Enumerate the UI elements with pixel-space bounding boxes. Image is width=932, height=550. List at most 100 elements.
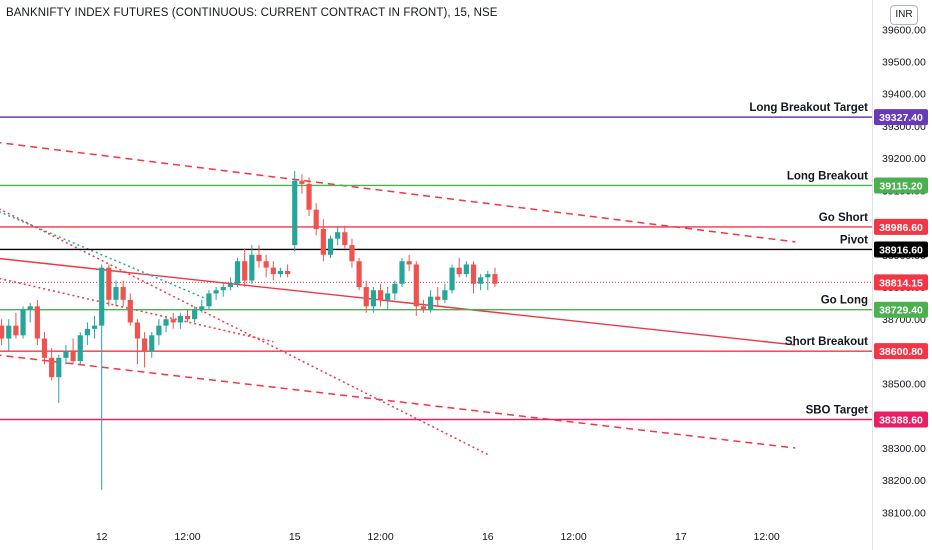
candle-body-24 xyxy=(170,319,176,323)
last-price-tag-bg xyxy=(874,274,928,291)
trendlines-layer xyxy=(0,141,796,456)
candle-body-43 xyxy=(306,183,312,210)
candle-body-67 xyxy=(478,277,484,284)
candle-body-32 xyxy=(227,283,233,287)
candle-body-47 xyxy=(335,232,341,239)
level-label-0: Long Breakout Target xyxy=(749,102,868,114)
candle-body-62 xyxy=(442,290,448,300)
level-price-tag-1: 39115.20 xyxy=(879,180,922,192)
candle-body-12 xyxy=(84,328,90,336)
level-price-tag-4: 38729.40 xyxy=(879,305,923,317)
candle-body-52 xyxy=(370,290,376,307)
candles-layer xyxy=(0,171,498,490)
candle-body-7 xyxy=(49,357,55,378)
candle-body-40 xyxy=(285,270,291,275)
trendline-3 xyxy=(0,211,210,301)
candle-body-18 xyxy=(127,299,133,323)
y-tick-label: 38300.00 xyxy=(882,443,926,455)
candle-body-59 xyxy=(420,306,427,310)
level-price-tag-2-bg xyxy=(874,218,928,235)
level-label-5: Short Breakout xyxy=(785,336,868,348)
candle-body-11 xyxy=(77,335,83,362)
candle-body-48 xyxy=(342,232,348,246)
candle-body-68 xyxy=(485,274,491,278)
y-tick-label: 39600.00 xyxy=(882,24,926,36)
x-tick-label: 12 xyxy=(96,531,108,543)
candle-body-6 xyxy=(41,338,48,358)
candle-body-55 xyxy=(392,283,398,294)
candle-body-41 xyxy=(292,180,298,246)
candle-body-30 xyxy=(213,290,219,294)
candle-body-21 xyxy=(149,335,155,352)
trendline-5 xyxy=(0,354,796,449)
x-tick-label: 12:00 xyxy=(560,531,586,543)
level-price-tag-3-bg xyxy=(874,241,928,258)
candle-body-53 xyxy=(377,290,384,300)
candle-body-56 xyxy=(399,261,405,284)
x-tick-label: 12:00 xyxy=(367,531,393,543)
candle-body-38 xyxy=(270,267,276,275)
level-price-tag-5: 38600.80 xyxy=(879,346,923,358)
candle-body-45 xyxy=(320,229,326,255)
candle-body-36 xyxy=(256,254,262,262)
level-price-tag-0: 39327.40 xyxy=(879,112,923,124)
candle-body-8 xyxy=(56,357,62,378)
candle-body-33 xyxy=(234,261,241,284)
level-label-6: SBO Target xyxy=(806,405,869,417)
candle-body-29 xyxy=(206,293,212,307)
y-tick-label: 38200.00 xyxy=(882,475,926,487)
candle-body-64 xyxy=(456,267,462,275)
level-label-2: Go Short xyxy=(819,212,868,224)
candle-body-65 xyxy=(463,264,469,275)
y-tick-label: 39500.00 xyxy=(882,57,926,69)
candle-body-51 xyxy=(363,286,369,307)
candle-body-50 xyxy=(356,261,362,287)
level-label-3: Pivot xyxy=(840,234,868,246)
candle-body-69 xyxy=(492,274,498,284)
candle-body-1 xyxy=(6,325,12,339)
candle-body-15 xyxy=(106,267,112,300)
level-price-tag-1-bg xyxy=(874,177,928,194)
currency-button[interactable]: INR xyxy=(890,5,918,25)
candle-body-27 xyxy=(192,309,198,320)
candle-body-46 xyxy=(327,238,334,255)
x-tick-label: 15 xyxy=(289,531,301,543)
price-axis-divider xyxy=(872,0,873,550)
x-tick-label: 17 xyxy=(675,531,687,543)
time-axis[interactable]: 12 12:00 15 12:00 16 12:00 17 12:00 xyxy=(96,531,780,543)
level-price-tag-6: 38388.60 xyxy=(879,415,923,427)
level-price-tag-6-bg xyxy=(874,411,928,428)
x-tick-label: 12:00 xyxy=(174,531,200,543)
candle-body-66 xyxy=(470,264,477,284)
candle-body-39 xyxy=(277,270,284,275)
candle-body-25 xyxy=(177,315,183,323)
x-tick-label: 16 xyxy=(482,531,494,543)
candle-body-2 xyxy=(13,325,19,336)
candle-body-13 xyxy=(91,325,98,329)
trendline-4 xyxy=(0,141,796,243)
y-tick-label: 39400.00 xyxy=(882,89,926,101)
candle-body-23 xyxy=(163,319,169,326)
level-price-tag-2: 38986.60 xyxy=(879,222,923,234)
candle-body-63 xyxy=(449,267,455,291)
trendline-0 xyxy=(0,208,489,456)
candle-body-16 xyxy=(113,286,119,300)
trendline-1 xyxy=(0,257,796,346)
candle-body-37 xyxy=(263,261,269,268)
level-label-1: Long Breakout xyxy=(787,170,868,182)
x-tick-label: 12:00 xyxy=(754,531,780,543)
candle-body-28 xyxy=(199,306,205,310)
candle-body-35 xyxy=(249,254,255,281)
level-price-tag-5-bg xyxy=(874,343,928,360)
candle-body-22 xyxy=(156,325,162,336)
candle-body-57 xyxy=(406,261,412,265)
candle-body-4 xyxy=(27,306,33,310)
candle-body-5 xyxy=(34,306,40,339)
candle-body-58 xyxy=(413,264,419,307)
candle-body-3 xyxy=(20,309,26,336)
levels-layer xyxy=(0,116,872,421)
level-label-4: Go Long xyxy=(821,295,868,307)
candle-body-9 xyxy=(63,351,69,358)
